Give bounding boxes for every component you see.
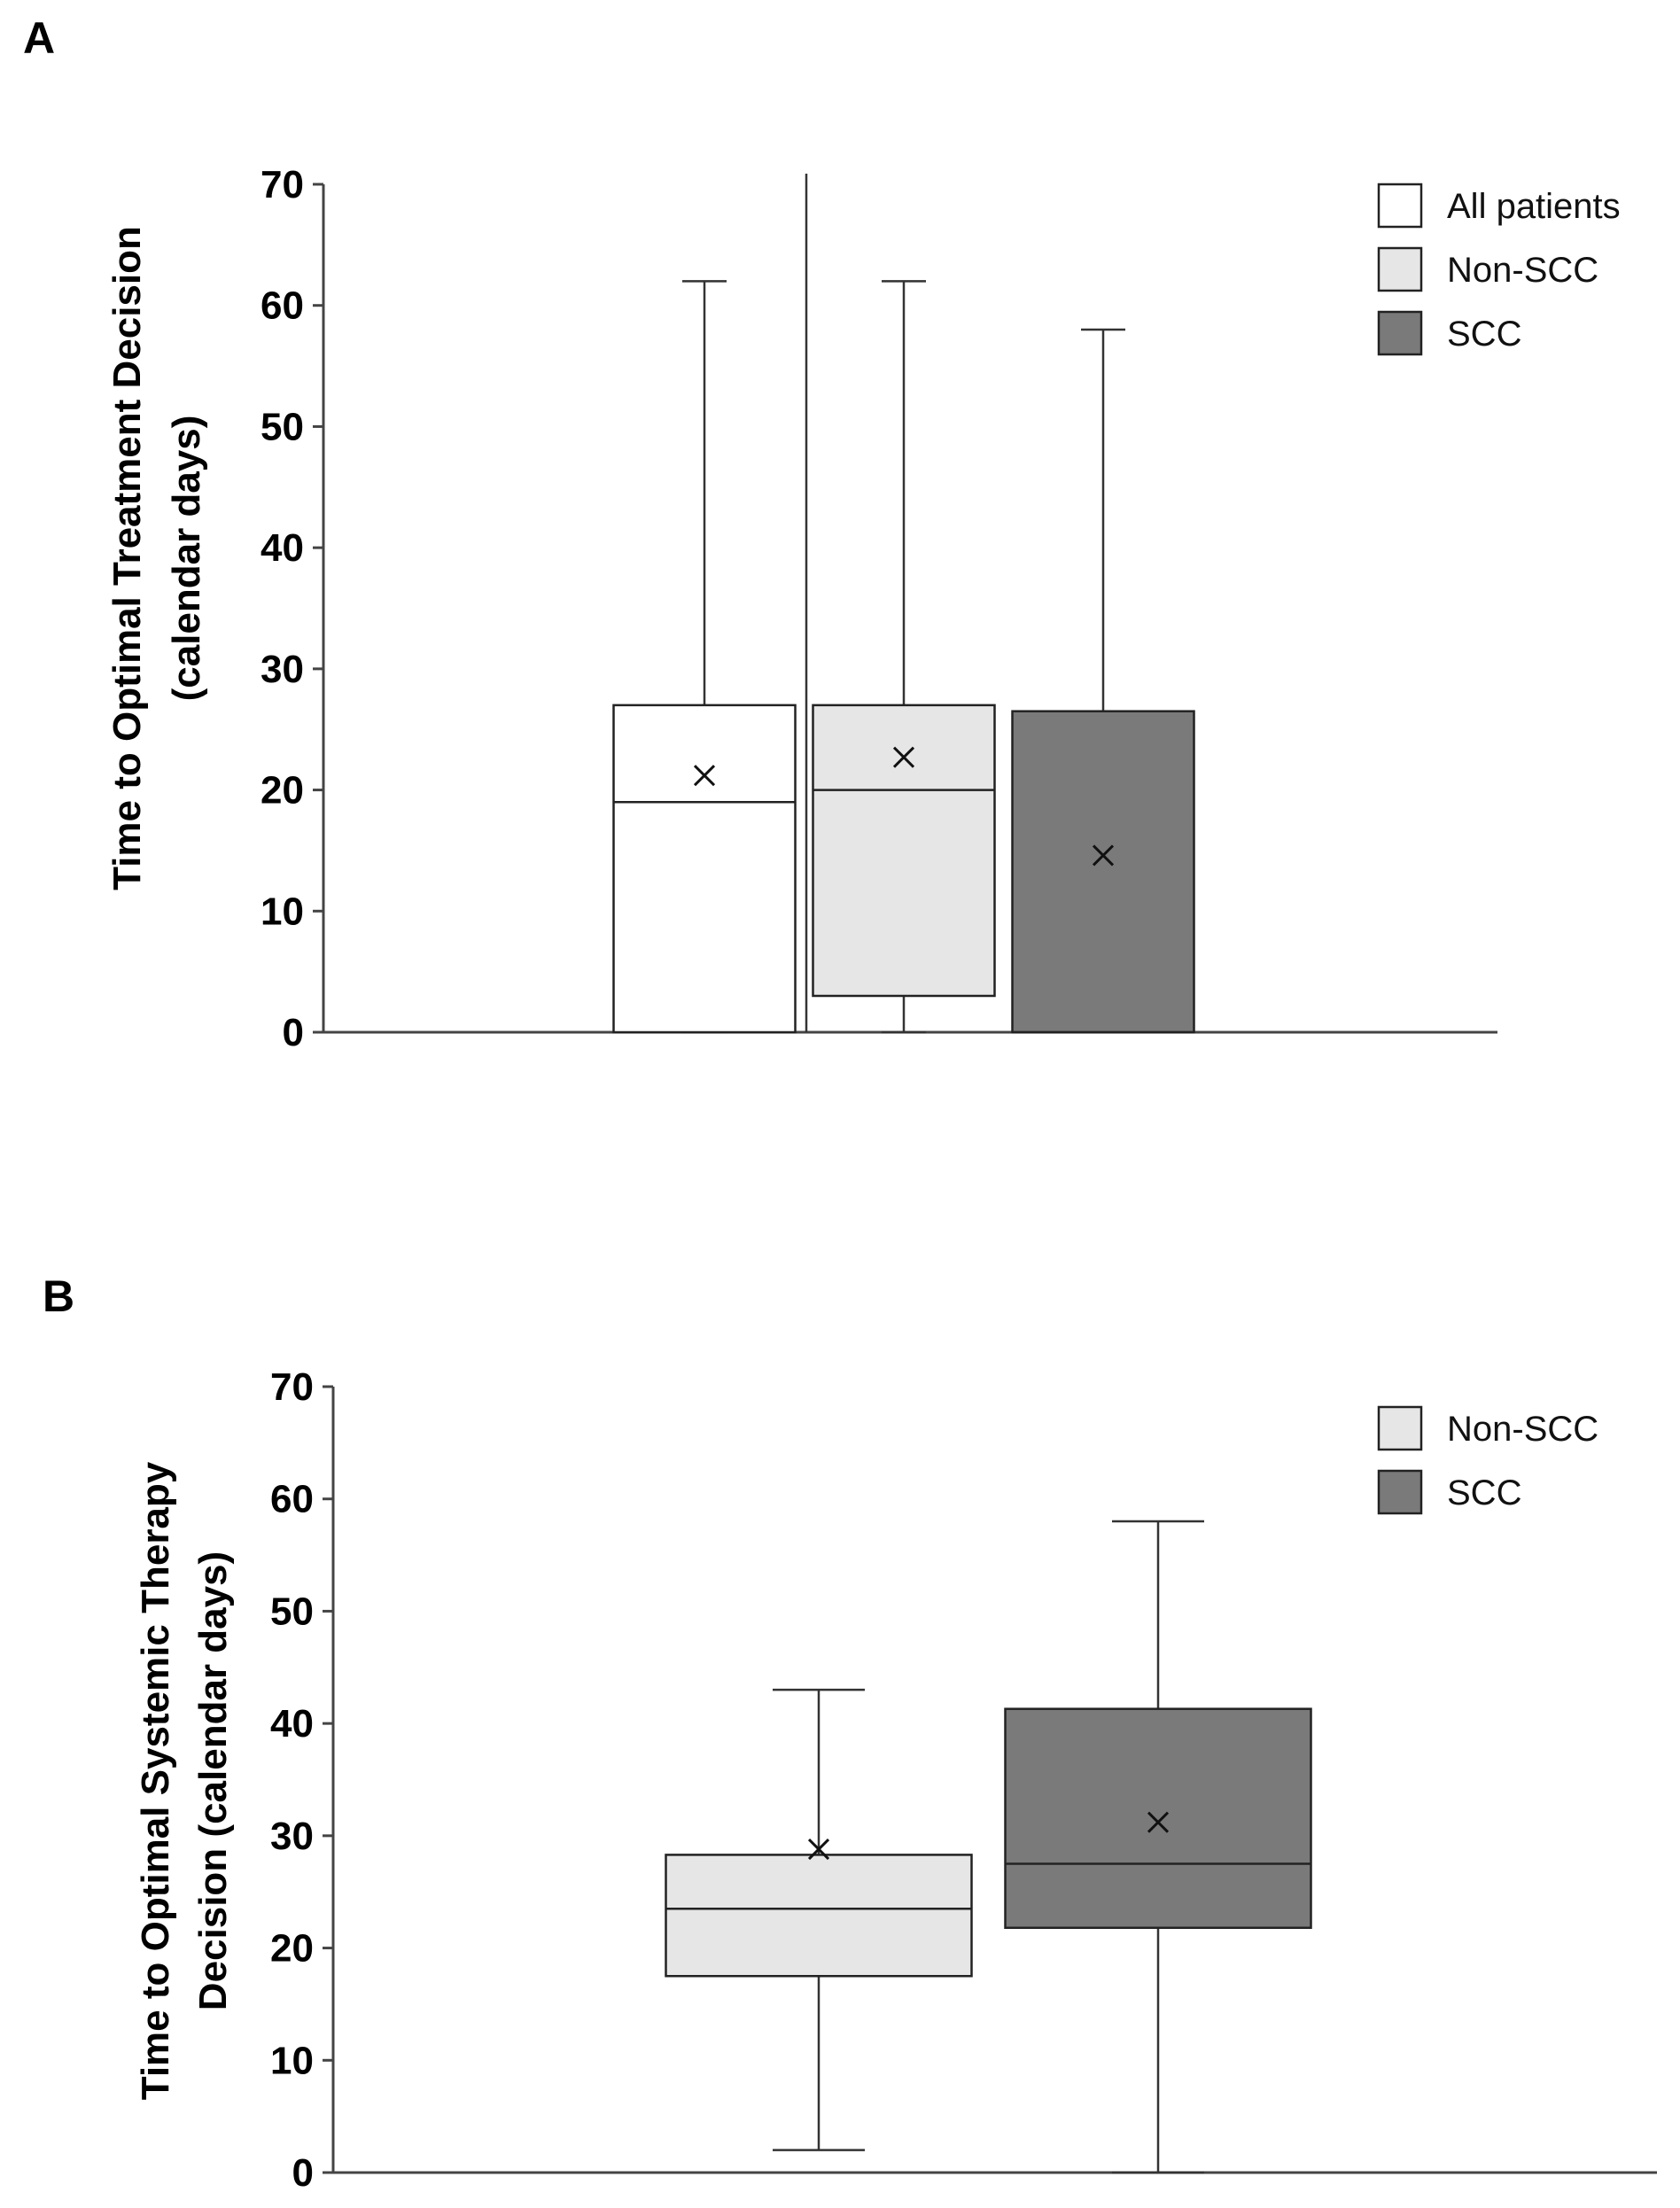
y-tick-label: 40 bbox=[261, 526, 304, 570]
mean-marker-stroke bbox=[807, 1839, 830, 1861]
box bbox=[812, 704, 996, 998]
series-all-patients bbox=[612, 280, 797, 1034]
y-tick-label: 30 bbox=[261, 648, 304, 691]
y-tick-label: 0 bbox=[292, 2151, 314, 2195]
y-tick-label: 70 bbox=[270, 1365, 314, 1409]
y-axis-label-b-line1: Time to Optimal Systemic Therapy bbox=[134, 1461, 177, 2100]
legend-swatch bbox=[1377, 183, 1423, 229]
y-tick-label: 30 bbox=[270, 1815, 314, 1858]
y-tick-label: 60 bbox=[270, 1478, 314, 1521]
y-axis-label-b-line2: Decision (calendar days) bbox=[191, 1551, 235, 2010]
legend-swatch bbox=[1377, 246, 1423, 292]
box bbox=[1004, 1707, 1312, 1930]
y-tick-label: 20 bbox=[270, 1927, 314, 1971]
mean-marker bbox=[892, 746, 915, 768]
series-non-scc bbox=[665, 1688, 973, 2151]
series-scc bbox=[1011, 328, 1195, 1034]
legend-b: Non-SCC SCC bbox=[1377, 1405, 1598, 1515]
mean-marker bbox=[807, 1839, 830, 1861]
legend-label: Non-SCC bbox=[1447, 1410, 1598, 1449]
series-scc bbox=[1004, 1520, 1312, 2174]
mean-marker bbox=[1147, 1811, 1170, 1833]
mean-marker-stroke bbox=[1092, 844, 1115, 867]
legend-label: SCC bbox=[1447, 1473, 1521, 1512]
series-non-scc bbox=[812, 280, 996, 1034]
y-tick-label: 50 bbox=[261, 405, 304, 448]
y-tick-label: 50 bbox=[270, 1590, 314, 1633]
panel-b: B 0 10 20 30 40 50 60 70 Non-SCC SCC Time to Opti… bbox=[43, 1271, 1657, 2195]
mean-marker-stroke bbox=[892, 746, 915, 768]
box bbox=[1011, 710, 1195, 1034]
box bbox=[665, 1854, 973, 1978]
panel-label-a: A bbox=[23, 13, 55, 63]
legend-label: SCC bbox=[1447, 315, 1521, 354]
legend-label: Non-SCC bbox=[1447, 251, 1598, 290]
y-tick-label: 0 bbox=[283, 1011, 304, 1054]
mean-marker-stroke bbox=[693, 765, 716, 787]
y-tick-label: 70 bbox=[261, 163, 304, 206]
mean-marker bbox=[1092, 844, 1115, 867]
mean-marker bbox=[693, 765, 716, 787]
y-tick-label: 10 bbox=[261, 890, 304, 933]
legend-swatch bbox=[1377, 1405, 1423, 1451]
plot-area-b: 0 10 20 30 40 50 60 70 Non-SCC SCC bbox=[270, 1365, 1657, 2195]
y-tick-label: 40 bbox=[270, 1702, 314, 1745]
mean-marker-stroke bbox=[1147, 1811, 1170, 1833]
legend-swatch bbox=[1377, 1469, 1423, 1515]
legend-swatch bbox=[1377, 310, 1423, 356]
y-tick-label: 60 bbox=[261, 284, 304, 328]
legend-label: All patients bbox=[1447, 187, 1621, 226]
y-axis-label-a-line1: Time to Optimal Treatment Decision bbox=[105, 226, 149, 890]
y-tick-label: 10 bbox=[270, 2039, 314, 2082]
panel-label-b: B bbox=[43, 1271, 74, 1321]
y-tick-label: 20 bbox=[261, 769, 304, 812]
legend-a: All patients Non-SCC SCC bbox=[1377, 183, 1621, 356]
y-axis-label-a-line2: (calendar days) bbox=[165, 416, 208, 702]
box bbox=[612, 704, 797, 1034]
plot-area-a: 0 10 20 30 40 50 60 70 All patients Non-SCC SCC bbox=[261, 163, 1621, 1054]
